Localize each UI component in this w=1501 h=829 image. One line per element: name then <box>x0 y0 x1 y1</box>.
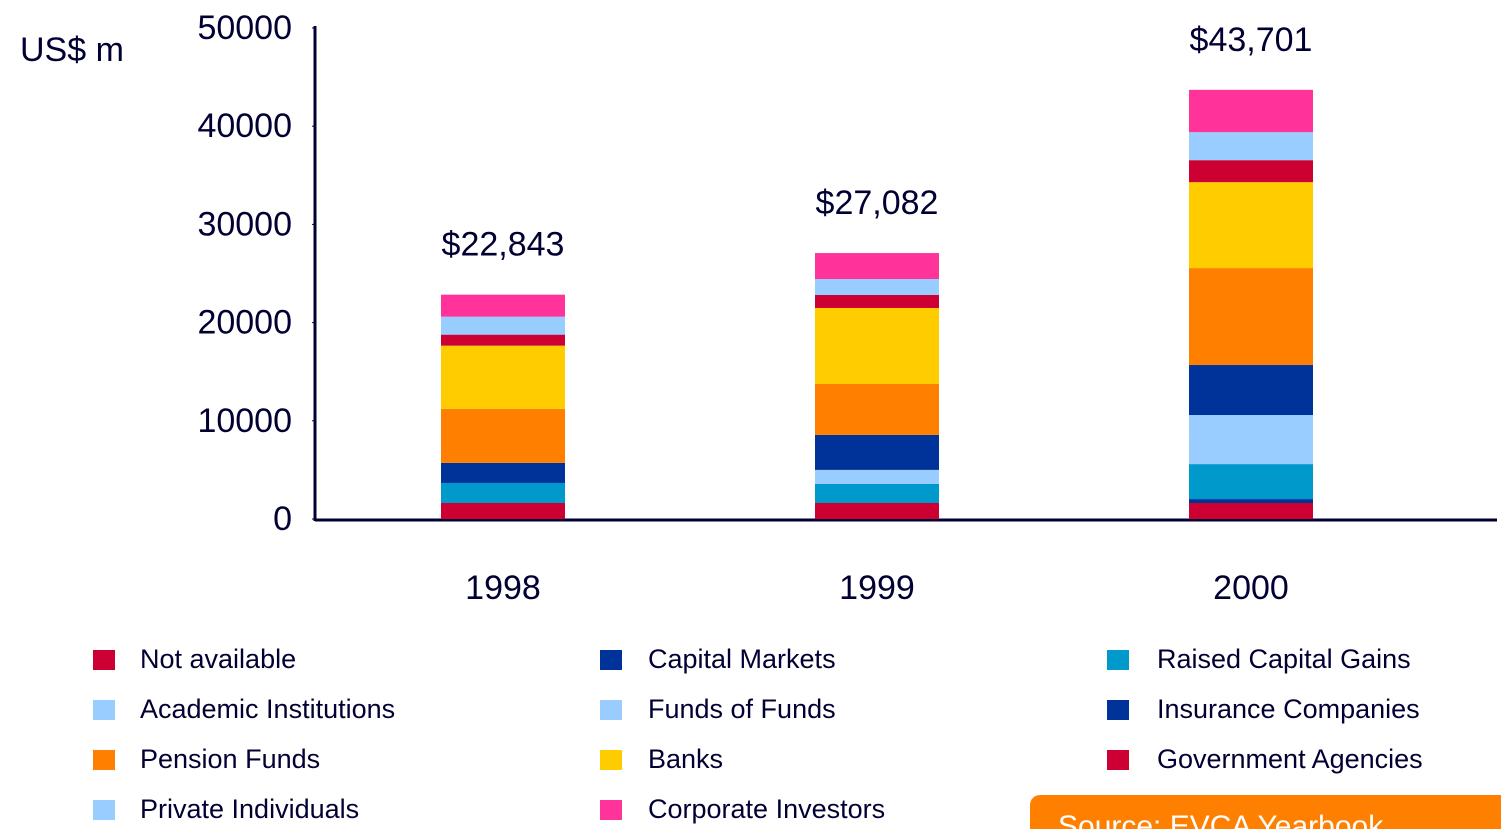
legend-swatch <box>600 650 622 670</box>
bar-segment <box>441 482 565 503</box>
source: Source: EVCA Yearbook <box>1058 810 1384 829</box>
legend-label: Raised Capital Gains <box>1157 644 1411 674</box>
y-axis-label: US$ m <box>20 31 124 69</box>
legend-swatch <box>1107 700 1129 720</box>
legend-swatch <box>600 700 622 720</box>
bar-segment <box>441 316 565 335</box>
bar-segment <box>815 307 939 384</box>
legend-swatch <box>600 800 622 820</box>
y-tick-label: 20000 <box>197 304 292 342</box>
bar-segment <box>441 334 565 346</box>
bar-segment <box>1189 89 1313 133</box>
bar-segment <box>441 294 565 317</box>
bar-segment <box>815 383 939 435</box>
legend-swatch <box>93 700 115 720</box>
bar-segment <box>815 278 939 296</box>
bar-segment <box>815 295 939 308</box>
bar-segment <box>815 469 939 484</box>
bar-segment <box>441 462 565 483</box>
total-label: $22,843 <box>442 226 565 264</box>
bar-segment <box>815 253 939 279</box>
x-tick-label: 2000 <box>1213 569 1289 607</box>
total-label: $27,082 <box>816 184 939 222</box>
bar-segment <box>815 483 939 503</box>
legend-swatch <box>93 750 115 770</box>
bar-segment <box>1189 132 1313 161</box>
legend-label: Banks <box>648 744 723 774</box>
legend-label: Insurance Companies <box>1157 694 1420 724</box>
bar-segment <box>1189 160 1313 183</box>
bar-segment <box>441 502 565 519</box>
source-box <box>1030 795 1501 829</box>
legend-label: Capital Markets <box>648 644 836 674</box>
legend-swatch <box>93 800 115 820</box>
bar-segment <box>1189 365 1313 416</box>
bar-segment <box>1189 499 1313 503</box>
bar-segment <box>1189 502 1313 519</box>
bar-segment <box>815 434 939 470</box>
bar-segment <box>815 502 939 519</box>
legend-label: Not available <box>140 644 296 674</box>
legend-label: Pension Funds <box>140 744 320 774</box>
legend-label: Funds of Funds <box>648 694 836 724</box>
bar-segment <box>1189 439 1313 465</box>
y-tick-label: 30000 <box>197 205 292 243</box>
bar-segment <box>441 408 565 463</box>
total-label: $43,701 <box>1190 21 1313 59</box>
legend-swatch <box>1107 650 1129 670</box>
bar-segment <box>1189 415 1313 440</box>
legend-label: Corporate Investors <box>648 794 885 824</box>
x-tick-label: 1998 <box>465 569 541 607</box>
legend-label: Private Individuals <box>140 794 359 824</box>
legend-swatch <box>93 650 115 670</box>
legend-swatch <box>600 750 622 770</box>
legend-label: Academic Institutions <box>140 694 395 724</box>
y-tick-label: 50000 <box>197 9 292 47</box>
legend-swatch <box>1107 750 1129 770</box>
y-tick-label: 40000 <box>197 107 292 145</box>
bar-segment <box>1189 464 1313 500</box>
y-tick-label: 10000 <box>197 402 292 440</box>
bar-segment <box>1189 268 1313 366</box>
bar-segment <box>1189 182 1313 269</box>
legend-label: Government Agencies <box>1157 744 1423 774</box>
y-tick-label: 0 <box>273 500 292 538</box>
bar-segment <box>441 345 565 409</box>
x-tick-label: 1999 <box>839 569 915 607</box>
